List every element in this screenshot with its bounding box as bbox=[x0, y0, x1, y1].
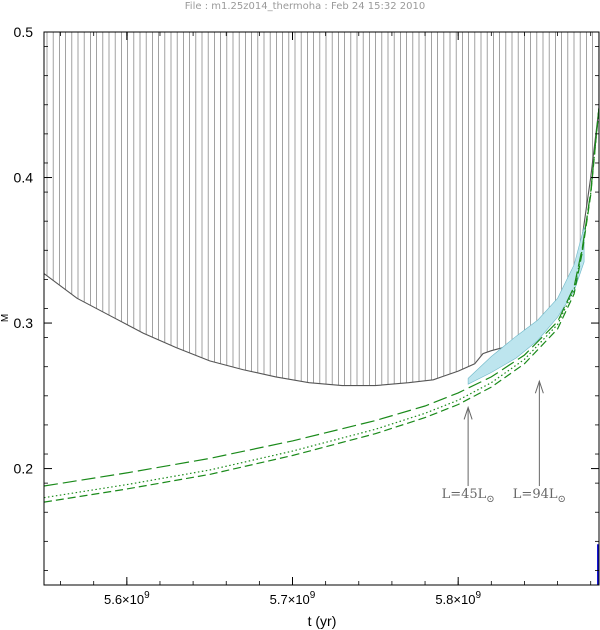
axes: 0.2 0.3 0.4 0.5 5.6×109 5.7×109 5.8×109 bbox=[14, 24, 599, 607]
y-axis-label: M bbox=[0, 314, 11, 322]
y-tick-label: 0.3 bbox=[14, 315, 34, 331]
plot-area bbox=[44, 32, 599, 585]
arrow-head bbox=[463, 405, 473, 420]
series-line-long-dash bbox=[44, 107, 599, 487]
burning-region bbox=[467, 226, 585, 385]
file-header: File : m1.25z014_thermoha : Feb 24 15:32… bbox=[185, 1, 425, 12]
y-tick-label: 0.5 bbox=[14, 24, 34, 40]
annotations: L=45L⊙ L=94L⊙ bbox=[442, 379, 566, 505]
y-tick-label: 0.2 bbox=[14, 461, 34, 477]
x-tick-label: 5.8×109 bbox=[435, 590, 481, 607]
annotation-label: L=45L⊙ bbox=[442, 487, 495, 505]
x-tick-label: 5.7×109 bbox=[270, 590, 316, 607]
series-line-dash bbox=[44, 107, 599, 503]
y-tick-label: 0.4 bbox=[14, 170, 34, 186]
arrow-head bbox=[534, 379, 544, 394]
annotation-label: L=94L⊙ bbox=[513, 487, 566, 505]
x-axis-label: t (yr) bbox=[308, 613, 337, 629]
x-tick-label: 5.6×109 bbox=[104, 590, 150, 607]
series-line-dotted bbox=[44, 107, 599, 499]
